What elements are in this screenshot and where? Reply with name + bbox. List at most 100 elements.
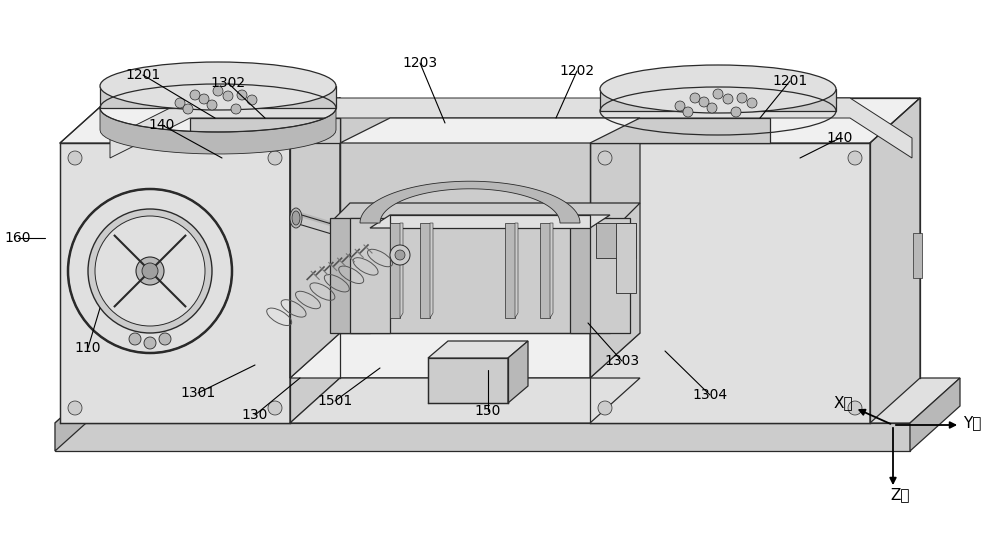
- Polygon shape: [55, 378, 105, 451]
- Polygon shape: [420, 223, 430, 318]
- Text: 140: 140: [827, 131, 853, 145]
- Circle shape: [213, 86, 223, 96]
- Polygon shape: [910, 378, 960, 451]
- Polygon shape: [505, 223, 515, 318]
- Text: 1301: 1301: [180, 386, 216, 400]
- Circle shape: [88, 209, 212, 333]
- Polygon shape: [55, 378, 960, 423]
- Polygon shape: [590, 98, 920, 143]
- Circle shape: [190, 90, 200, 100]
- Circle shape: [713, 89, 723, 99]
- Circle shape: [247, 95, 257, 105]
- Circle shape: [159, 333, 171, 345]
- Circle shape: [268, 401, 282, 415]
- Circle shape: [707, 103, 717, 113]
- Polygon shape: [340, 118, 640, 143]
- Polygon shape: [55, 423, 910, 451]
- Circle shape: [68, 151, 82, 165]
- Polygon shape: [570, 218, 610, 333]
- Text: 1202: 1202: [559, 64, 595, 78]
- Circle shape: [237, 90, 247, 100]
- Polygon shape: [60, 98, 340, 143]
- Polygon shape: [330, 203, 640, 223]
- Circle shape: [690, 93, 700, 103]
- Circle shape: [390, 245, 410, 265]
- Polygon shape: [508, 341, 528, 403]
- Polygon shape: [430, 223, 433, 318]
- Circle shape: [268, 151, 282, 165]
- Polygon shape: [190, 118, 340, 143]
- Text: 1201: 1201: [772, 74, 808, 88]
- Circle shape: [223, 91, 233, 101]
- Text: 1203: 1203: [402, 56, 438, 70]
- Polygon shape: [290, 333, 640, 378]
- Circle shape: [183, 104, 193, 114]
- Circle shape: [199, 94, 209, 104]
- Polygon shape: [370, 215, 610, 228]
- Circle shape: [95, 216, 205, 326]
- Polygon shape: [550, 223, 553, 318]
- Polygon shape: [590, 118, 770, 143]
- Text: X轴: X轴: [833, 395, 853, 410]
- Polygon shape: [330, 218, 370, 333]
- Polygon shape: [360, 181, 580, 223]
- Text: Z轴: Z轴: [890, 488, 910, 503]
- Circle shape: [731, 107, 741, 117]
- Text: Y轴: Y轴: [963, 416, 981, 431]
- Circle shape: [683, 107, 693, 117]
- Polygon shape: [590, 143, 870, 423]
- Polygon shape: [428, 341, 528, 358]
- Circle shape: [737, 93, 747, 103]
- Polygon shape: [600, 89, 836, 111]
- Text: 1302: 1302: [210, 76, 246, 90]
- Polygon shape: [350, 218, 390, 333]
- Text: 1304: 1304: [692, 388, 728, 402]
- Circle shape: [231, 104, 241, 114]
- Polygon shape: [590, 98, 640, 378]
- Circle shape: [675, 101, 685, 111]
- Circle shape: [129, 333, 141, 345]
- Circle shape: [142, 263, 158, 279]
- Polygon shape: [540, 223, 550, 318]
- Text: 1201: 1201: [125, 68, 161, 82]
- Circle shape: [68, 189, 232, 353]
- Circle shape: [848, 151, 862, 165]
- Polygon shape: [400, 223, 403, 318]
- Ellipse shape: [600, 65, 836, 113]
- Circle shape: [175, 98, 185, 108]
- Polygon shape: [290, 98, 340, 423]
- Circle shape: [598, 401, 612, 415]
- Bar: [913, 233, 922, 278]
- Circle shape: [848, 401, 862, 415]
- Polygon shape: [290, 98, 340, 378]
- Text: 110: 110: [75, 341, 101, 355]
- Circle shape: [136, 257, 164, 285]
- Polygon shape: [515, 223, 518, 318]
- Circle shape: [747, 98, 757, 108]
- Circle shape: [598, 151, 612, 165]
- Polygon shape: [390, 223, 400, 318]
- Polygon shape: [616, 223, 636, 293]
- Text: 150: 150: [475, 404, 501, 418]
- Text: 130: 130: [242, 408, 268, 422]
- Circle shape: [68, 401, 82, 415]
- Circle shape: [144, 337, 156, 349]
- Polygon shape: [340, 113, 590, 333]
- Polygon shape: [290, 378, 640, 423]
- Circle shape: [207, 100, 217, 110]
- Polygon shape: [100, 108, 336, 154]
- Polygon shape: [590, 218, 630, 333]
- Polygon shape: [428, 358, 508, 403]
- Polygon shape: [390, 215, 590, 228]
- Text: 1501: 1501: [317, 394, 353, 408]
- Circle shape: [699, 97, 709, 107]
- Polygon shape: [870, 98, 920, 423]
- Ellipse shape: [100, 62, 336, 110]
- Polygon shape: [596, 223, 636, 258]
- Circle shape: [395, 250, 405, 260]
- Text: 160: 160: [5, 231, 31, 245]
- Polygon shape: [110, 98, 912, 158]
- Text: 1303: 1303: [604, 354, 640, 368]
- Text: 140: 140: [149, 118, 175, 132]
- Polygon shape: [100, 86, 336, 108]
